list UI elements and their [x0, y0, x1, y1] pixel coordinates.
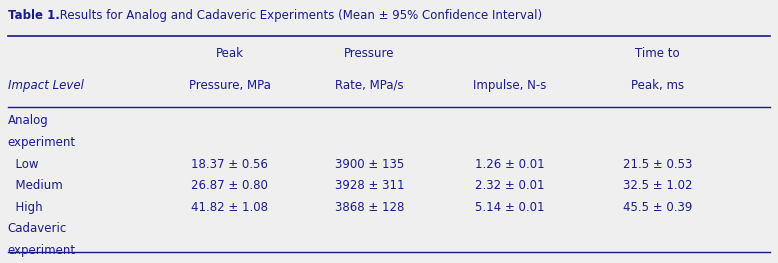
- Text: Rate, MPa/s: Rate, MPa/s: [335, 79, 404, 92]
- Text: experiment: experiment: [8, 136, 76, 149]
- Text: Time to: Time to: [635, 47, 680, 60]
- Text: Results for Analog and Cadaveric Experiments (Mean ± 95% Confidence Interval): Results for Analog and Cadaveric Experim…: [56, 9, 542, 22]
- Text: Peak, ms: Peak, ms: [631, 79, 684, 92]
- Text: Pressure: Pressure: [345, 47, 394, 60]
- Text: Impulse, N-s: Impulse, N-s: [473, 79, 546, 92]
- Text: 2.32 ± 0.01: 2.32 ± 0.01: [475, 179, 545, 192]
- Text: 5.14 ± 0.01: 5.14 ± 0.01: [475, 201, 545, 214]
- Text: Analog: Analog: [8, 114, 48, 127]
- Text: 41.82 ± 1.08: 41.82 ± 1.08: [191, 201, 268, 214]
- Text: Medium: Medium: [8, 179, 62, 192]
- Text: 21.5 ± 0.53: 21.5 ± 0.53: [622, 158, 692, 170]
- Text: Table 1.: Table 1.: [8, 9, 60, 22]
- Text: 32.5 ± 1.02: 32.5 ± 1.02: [622, 179, 692, 192]
- Text: 1.26 ± 0.01: 1.26 ± 0.01: [475, 158, 545, 170]
- Text: 18.37 ± 0.56: 18.37 ± 0.56: [191, 158, 268, 170]
- Text: Impact Level: Impact Level: [8, 79, 84, 92]
- Text: 3868 ± 128: 3868 ± 128: [335, 201, 405, 214]
- Text: 26.87 ± 0.80: 26.87 ± 0.80: [191, 179, 268, 192]
- Text: 3928 ± 311: 3928 ± 311: [335, 179, 405, 192]
- Text: 45.5 ± 0.39: 45.5 ± 0.39: [622, 201, 692, 214]
- Text: 3900 ± 135: 3900 ± 135: [335, 158, 405, 170]
- Text: Peak: Peak: [216, 47, 244, 60]
- Text: experiment: experiment: [8, 244, 76, 257]
- Text: Pressure, MPa: Pressure, MPa: [188, 79, 271, 92]
- Text: Cadaveric: Cadaveric: [8, 222, 67, 235]
- Text: High: High: [8, 201, 43, 214]
- Text: Low: Low: [8, 158, 38, 170]
